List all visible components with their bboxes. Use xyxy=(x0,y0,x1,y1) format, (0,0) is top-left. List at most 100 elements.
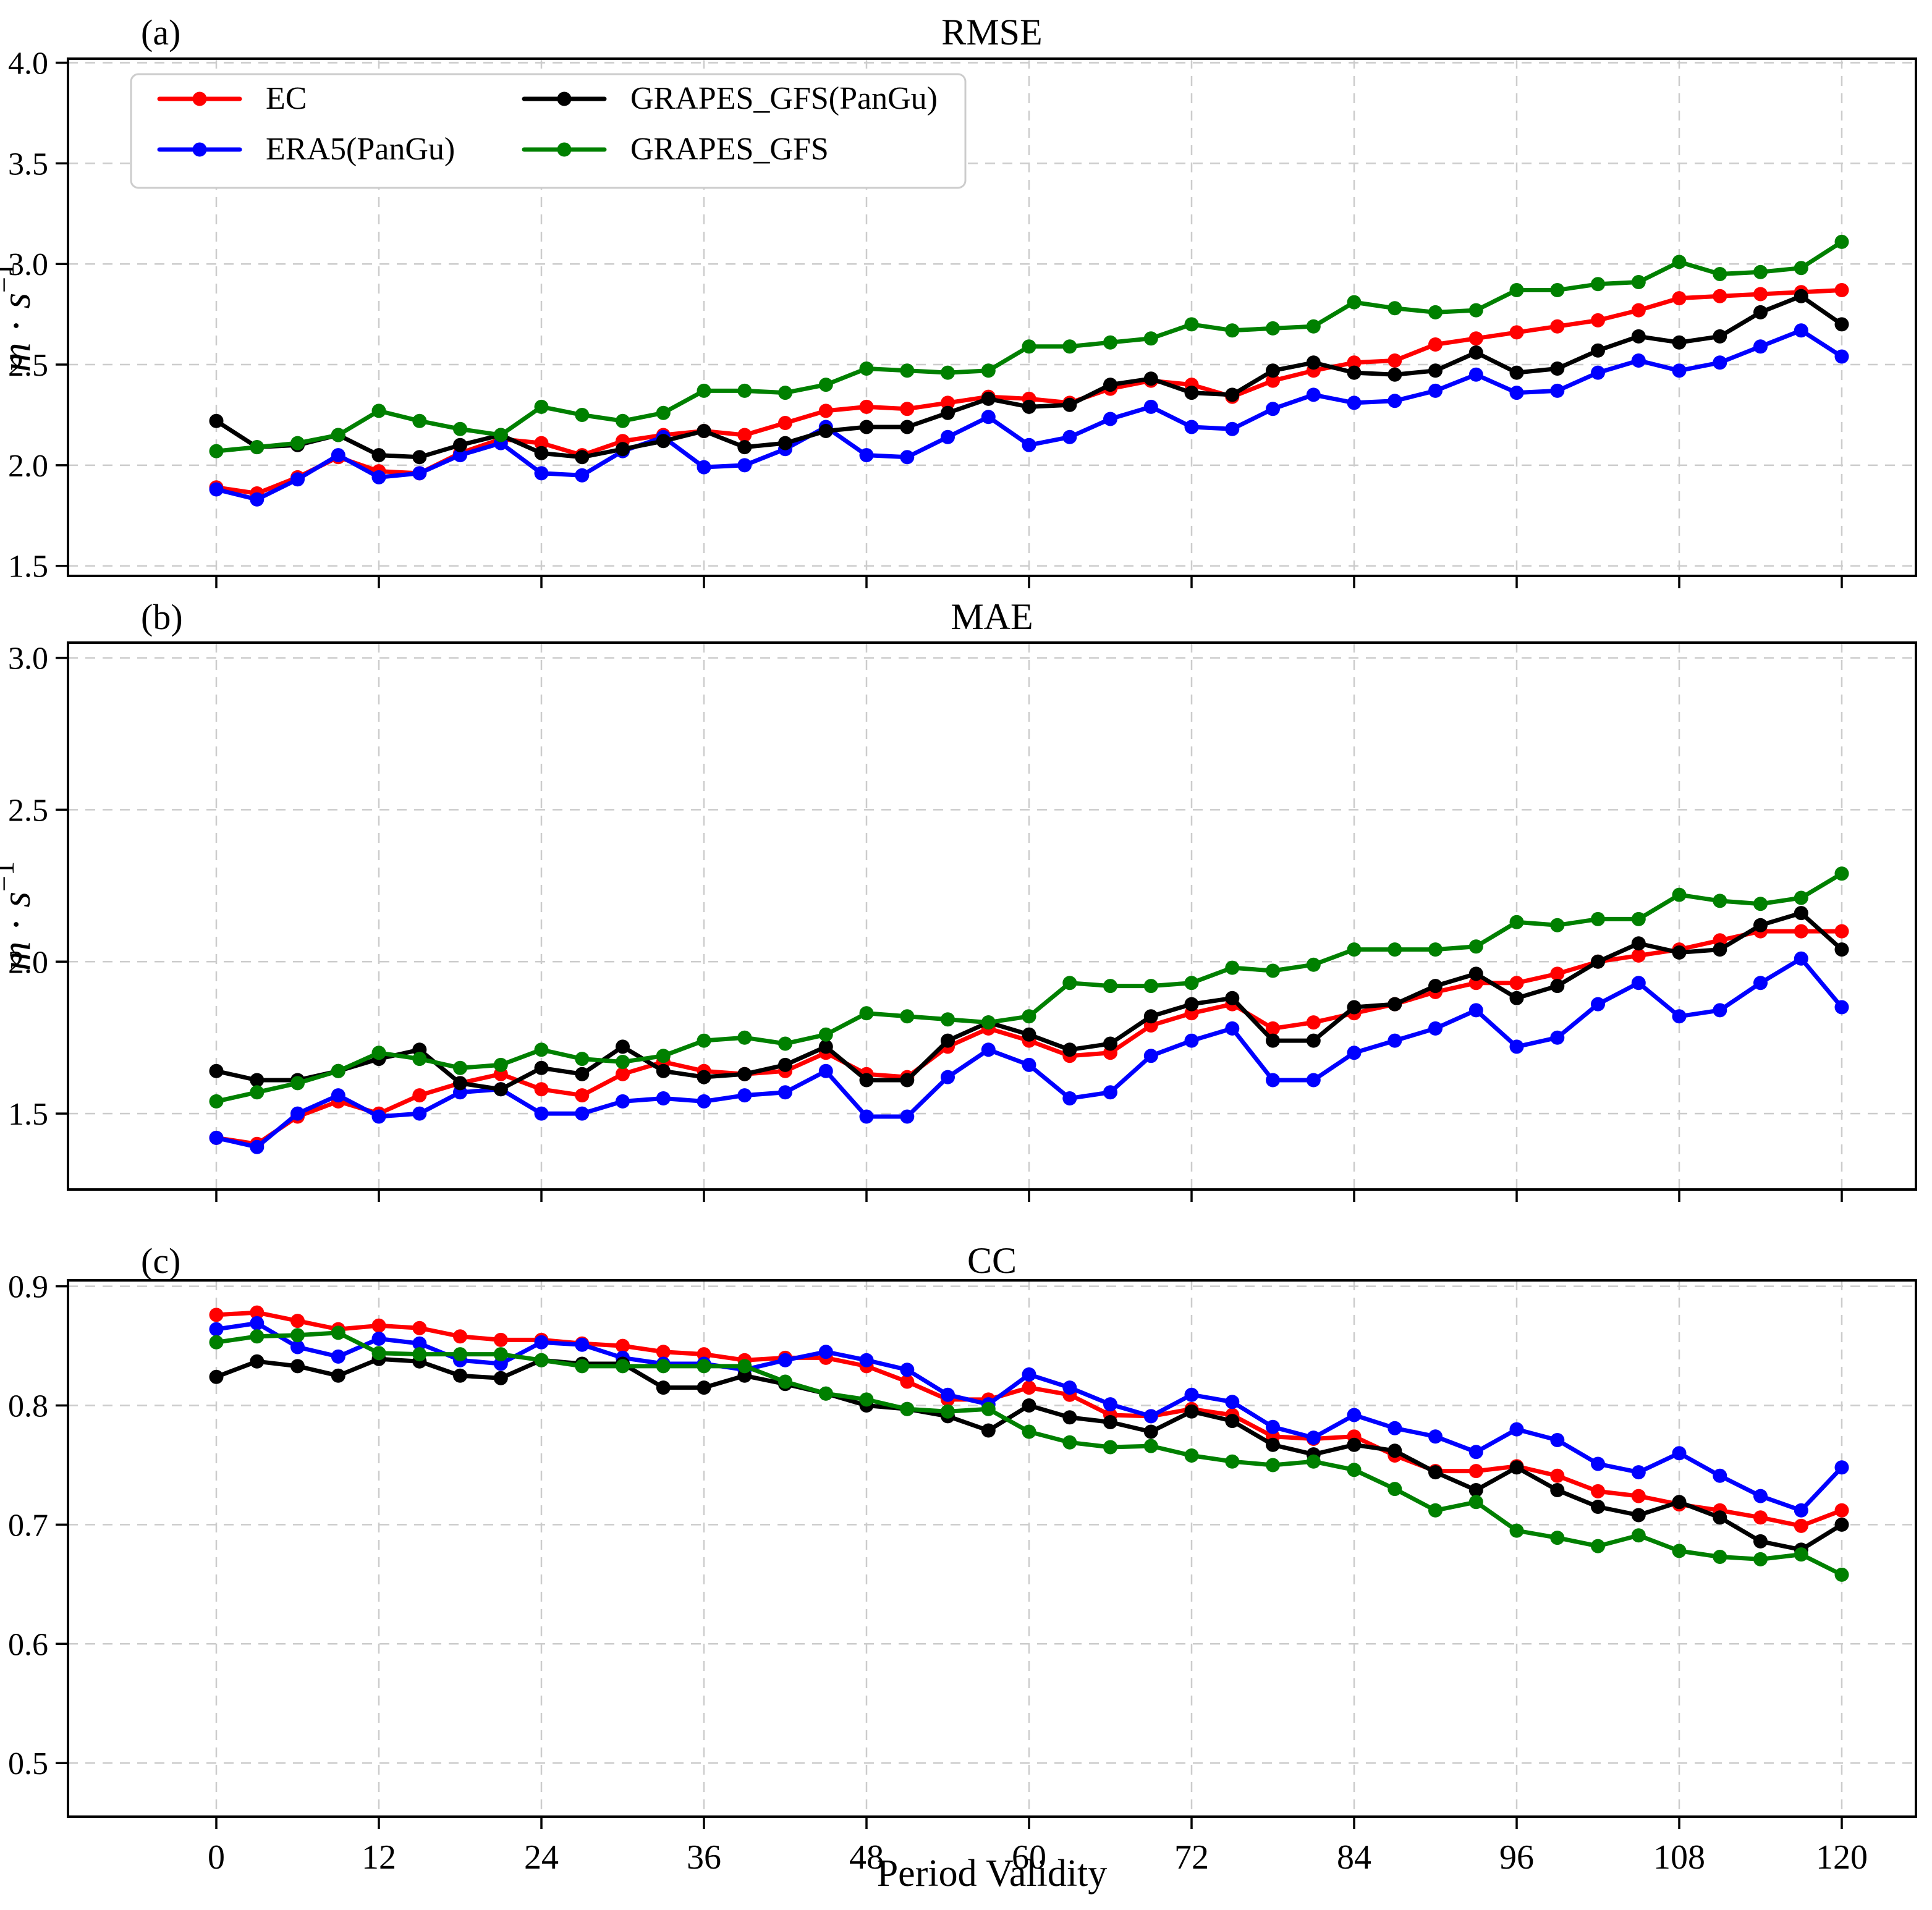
data-point xyxy=(453,1329,467,1344)
data-point xyxy=(1266,402,1280,416)
data-point xyxy=(575,468,590,483)
data-point xyxy=(859,1392,874,1407)
data-point xyxy=(1347,1000,1362,1015)
data-point xyxy=(1184,420,1199,434)
data-point xyxy=(1794,289,1808,303)
data-point xyxy=(493,1332,508,1347)
data-point xyxy=(981,363,996,378)
data-point xyxy=(534,436,549,450)
ticks xyxy=(56,1285,1843,1829)
data-point xyxy=(1468,1464,1483,1479)
data-point xyxy=(412,1347,427,1362)
x-tick-label: 108 xyxy=(1653,1838,1705,1877)
data-point xyxy=(1306,1430,1321,1445)
data-point xyxy=(778,416,792,430)
data-point xyxy=(1591,277,1605,292)
data-point xyxy=(981,1401,996,1416)
data-point xyxy=(209,1308,224,1322)
data-point xyxy=(250,1305,265,1320)
y-tick-label: 2.5 xyxy=(8,793,48,828)
data-point xyxy=(1794,1547,1808,1562)
data-point xyxy=(1184,386,1199,400)
data-point xyxy=(1713,355,1727,370)
data-point xyxy=(1347,295,1362,310)
data-point xyxy=(1713,1003,1727,1018)
data-point xyxy=(981,410,996,425)
data-point xyxy=(1022,437,1036,452)
data-point xyxy=(1468,1445,1483,1460)
data-point xyxy=(1834,349,1849,364)
data-point xyxy=(1794,261,1808,276)
data-point xyxy=(1306,1454,1321,1469)
ticks xyxy=(56,656,1843,1202)
data-point xyxy=(941,1070,955,1084)
x-tick-label: 72 xyxy=(1174,1838,1209,1877)
data-point xyxy=(1306,1073,1321,1088)
data-point xyxy=(1062,339,1077,354)
data-point xyxy=(1834,317,1849,332)
data-point xyxy=(1347,1408,1362,1422)
data-point xyxy=(900,1374,915,1389)
data-point xyxy=(1428,1429,1443,1444)
data-point xyxy=(1266,373,1280,388)
x-axis-title: Period Validity xyxy=(877,1853,1108,1895)
data-point xyxy=(900,402,915,416)
data-point xyxy=(493,1082,508,1097)
x-tick-label: 12 xyxy=(362,1838,396,1877)
y-tick-label: 1.5 xyxy=(8,1097,48,1132)
data-point xyxy=(1266,963,1280,978)
data-point xyxy=(1834,1567,1849,1582)
data-point xyxy=(818,378,833,392)
data-point xyxy=(1550,283,1565,297)
data-point xyxy=(1834,234,1849,249)
data-point xyxy=(1103,412,1117,426)
y-tick-label: 0.5 xyxy=(8,1746,48,1781)
data-point xyxy=(941,1012,955,1027)
data-point xyxy=(371,1346,386,1361)
data-point xyxy=(1266,1437,1280,1452)
data-point xyxy=(1225,991,1240,1005)
data-point xyxy=(493,1371,508,1385)
data-point xyxy=(1225,960,1240,975)
data-point xyxy=(209,1094,224,1109)
data-point xyxy=(1022,399,1036,414)
data-point xyxy=(1631,1465,1646,1480)
data-point xyxy=(1794,951,1808,966)
data-point xyxy=(778,1057,792,1072)
data-point xyxy=(290,1359,305,1374)
data-point xyxy=(1184,976,1199,991)
data-point xyxy=(209,413,224,428)
data-point xyxy=(290,436,305,450)
data-point xyxy=(1713,289,1727,303)
data-point xyxy=(453,1347,467,1362)
data-point xyxy=(859,399,874,414)
data-point xyxy=(900,1363,915,1377)
axes-box xyxy=(67,641,1917,1191)
data-point xyxy=(900,450,915,465)
data-point xyxy=(818,404,833,418)
data-point xyxy=(1672,335,1687,350)
data-point xyxy=(1388,1443,1402,1458)
legend-label: EC xyxy=(266,81,307,116)
data-point xyxy=(534,466,549,481)
data-point xyxy=(737,440,752,455)
data-point xyxy=(778,1085,792,1100)
data-point xyxy=(1794,924,1808,939)
data-point xyxy=(1143,371,1158,386)
x-tick-label: 60 xyxy=(1012,1838,1046,1877)
data-point xyxy=(412,1106,427,1121)
y-axis-label: m · s−1 xyxy=(0,263,39,372)
data-point xyxy=(1631,353,1646,368)
data-point xyxy=(1022,1424,1036,1439)
data-point xyxy=(859,420,874,434)
data-point xyxy=(250,1139,265,1154)
data-point xyxy=(331,448,345,463)
x-tick-label: 48 xyxy=(849,1838,884,1877)
data-point xyxy=(453,448,467,463)
data-point xyxy=(656,1345,671,1359)
data-point xyxy=(1225,1021,1240,1036)
data-point xyxy=(453,421,467,436)
data-point xyxy=(981,391,996,406)
data-point xyxy=(616,413,630,428)
